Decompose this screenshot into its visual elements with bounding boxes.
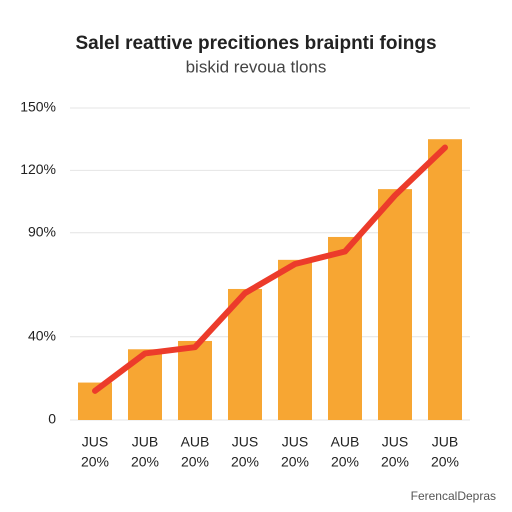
y-tick-label: 40% xyxy=(28,328,56,344)
x-tick-sublabel: 20% xyxy=(231,454,259,470)
bar xyxy=(178,340,212,420)
y-tick-label: 150% xyxy=(20,99,56,115)
chart-title: Salel reattive precitiones braipnti foin… xyxy=(75,33,436,54)
x-tick-label: JUS xyxy=(282,434,308,450)
bar xyxy=(328,236,362,420)
footer: FerencalDepras xyxy=(411,489,496,503)
x-tick-sublabel: 20% xyxy=(131,454,159,470)
x-tick-label: JUB xyxy=(132,434,158,450)
x-tick-sublabel: 20% xyxy=(431,454,459,470)
x-tick-label: JUB xyxy=(432,434,458,450)
x-tick-label: AUB xyxy=(181,434,210,450)
x-tick-sublabel: 20% xyxy=(181,454,209,470)
bar xyxy=(278,259,312,420)
x-tick-label: JUS xyxy=(382,434,408,450)
x-tick-sublabel: 20% xyxy=(331,454,359,470)
y-tick-label: 120% xyxy=(20,161,56,177)
bar xyxy=(428,139,462,420)
bar xyxy=(228,288,262,420)
x-tick-label: JUS xyxy=(232,434,258,450)
chart-subtitle: biskid revoua tlons xyxy=(186,57,327,76)
line xyxy=(92,144,448,394)
x-tick-sublabel: 20% xyxy=(381,454,409,470)
y-tick-label: 0 xyxy=(48,411,56,427)
y-tick-label: 90% xyxy=(28,224,56,240)
x-tick-sublabel: 20% xyxy=(281,454,309,470)
bar xyxy=(378,189,412,420)
x-tick-label: AUB xyxy=(331,434,360,450)
x-tick-sublabel: 20% xyxy=(81,454,109,470)
x-tick-label: JUS xyxy=(82,434,108,450)
